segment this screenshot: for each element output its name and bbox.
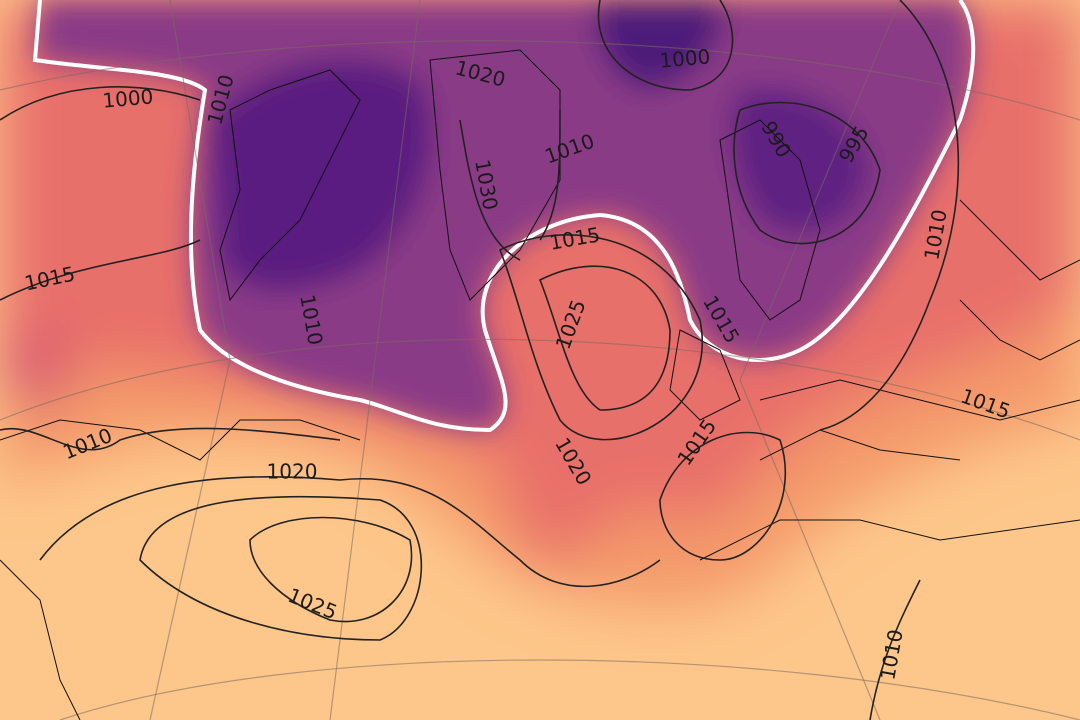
isobar-label: 1000 [101,84,154,112]
highlight-contour [32,0,976,433]
isobars [0,0,960,720]
coastlines [0,49,1080,720]
isobar-label: 1000 [658,44,711,72]
isobar-label: 1020 [267,460,318,484]
